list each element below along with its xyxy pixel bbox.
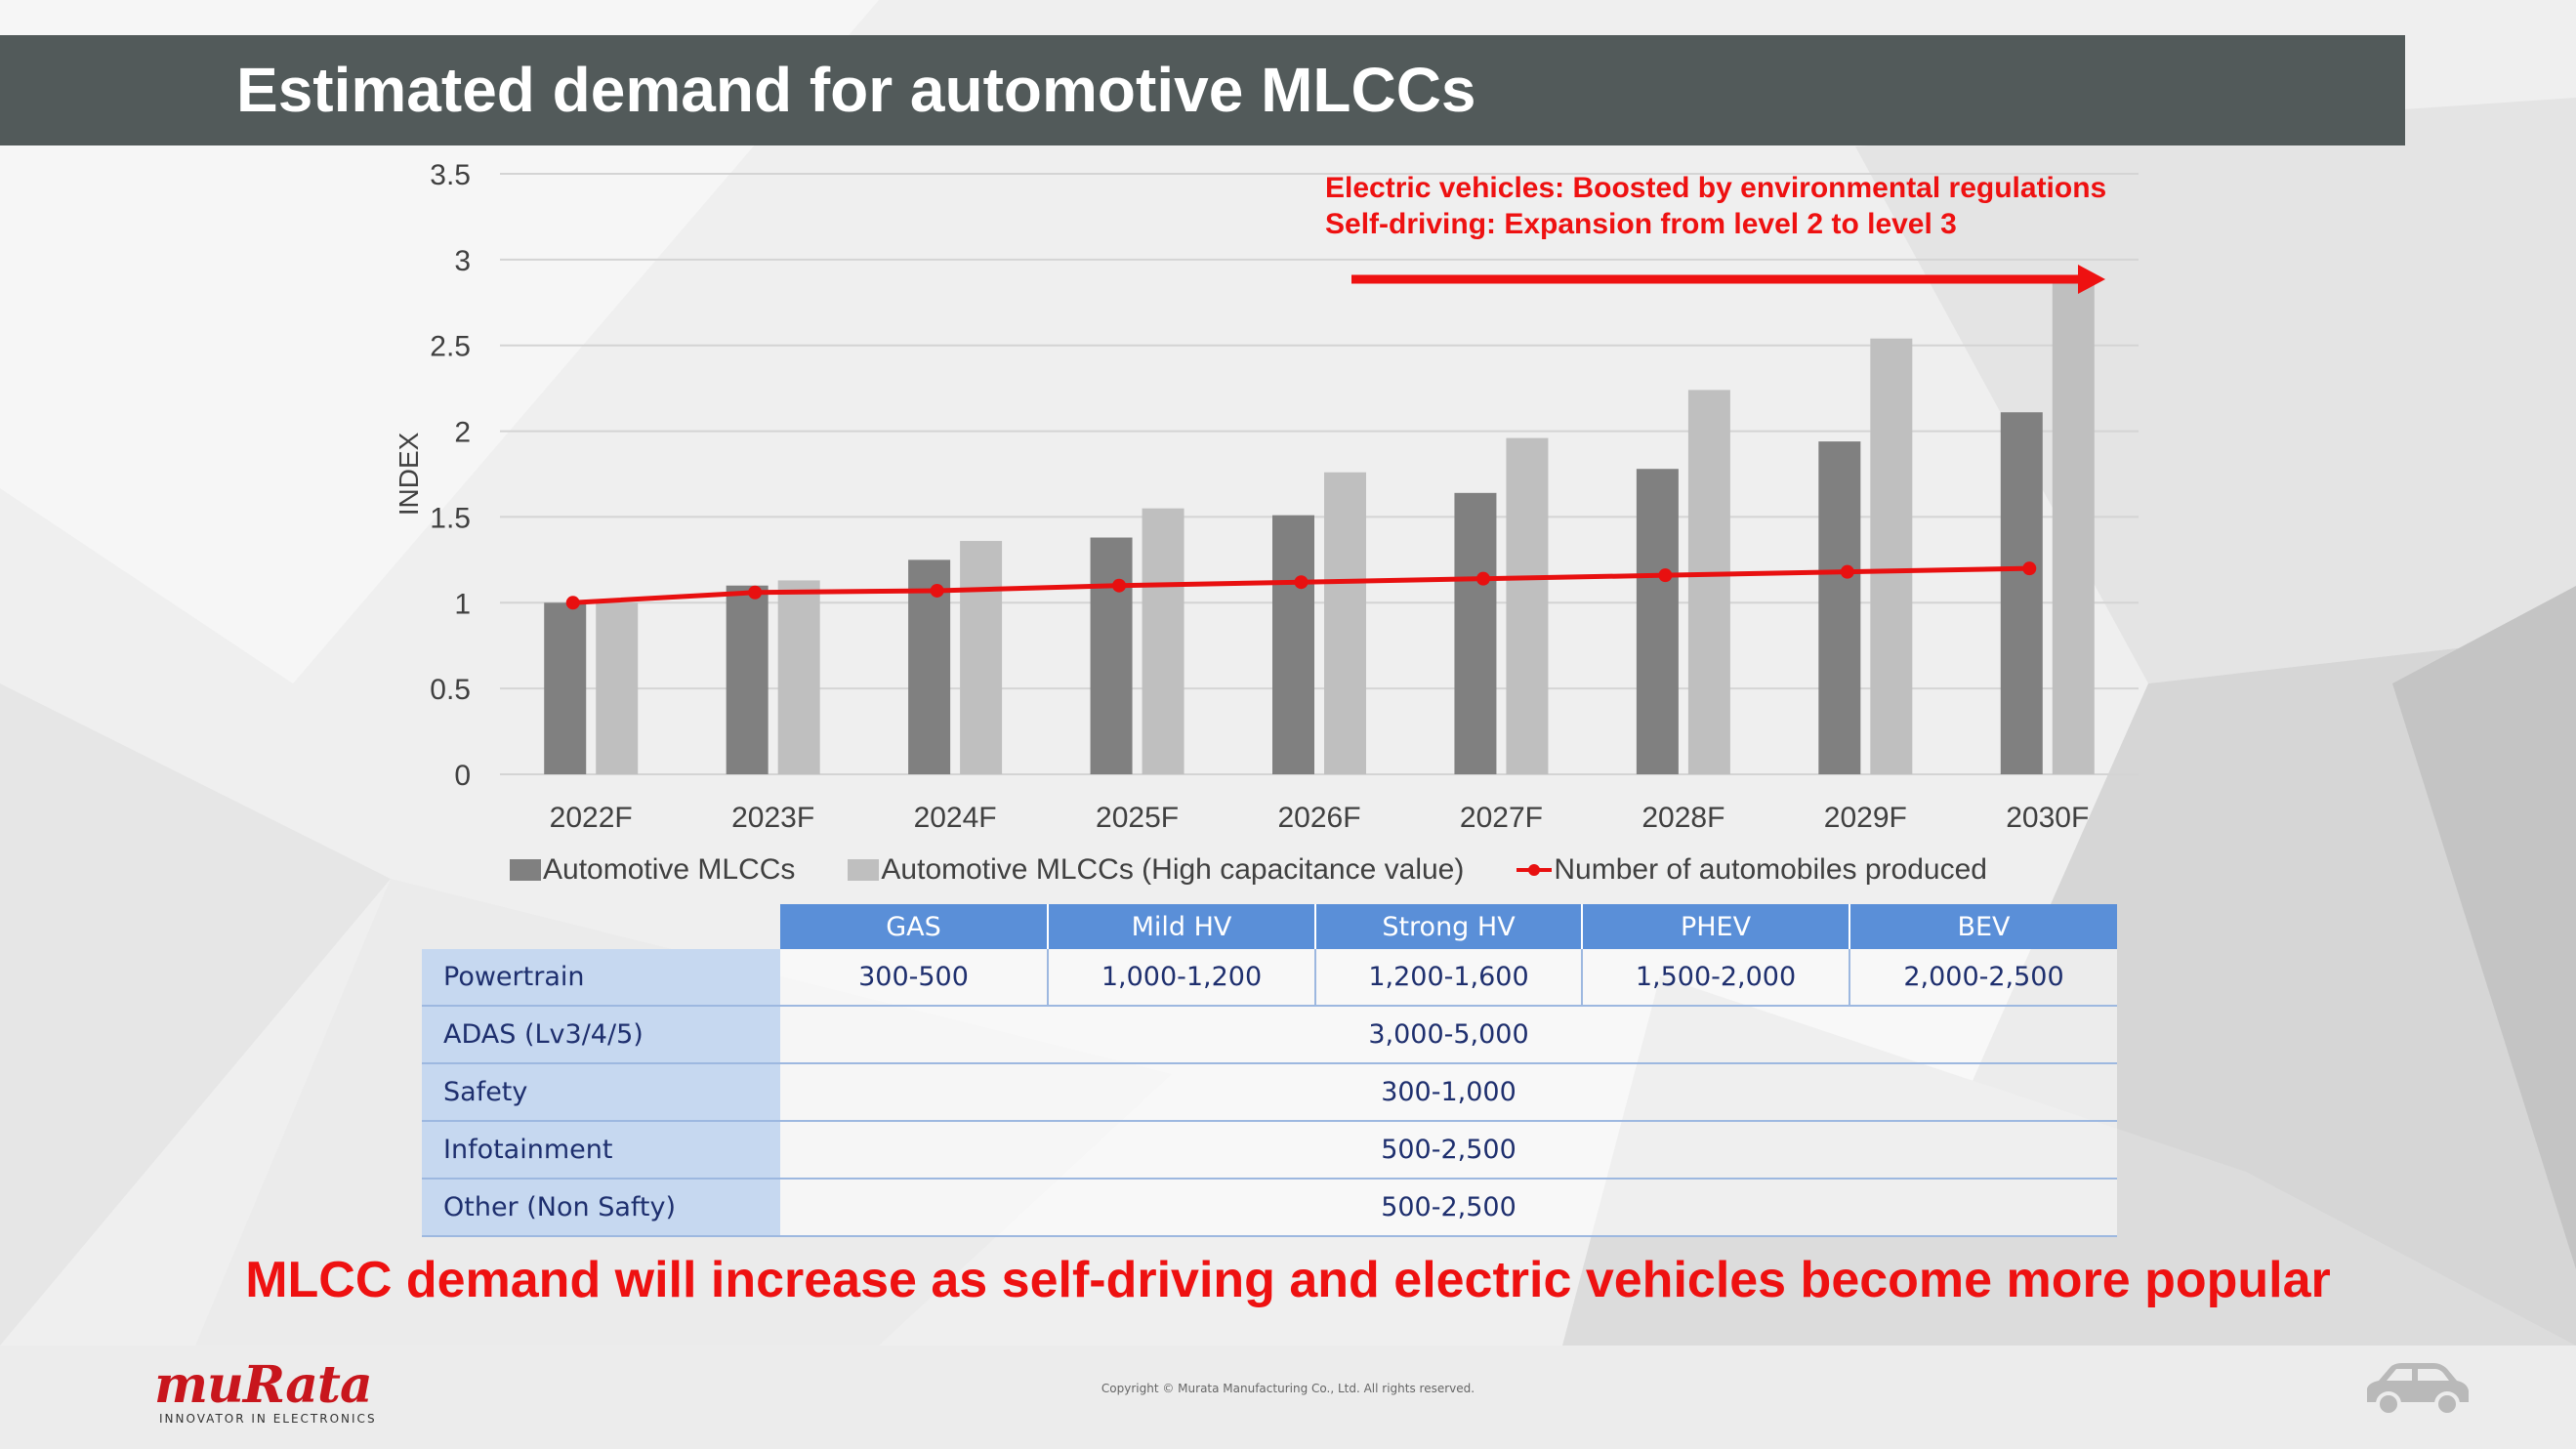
y-tick-label: 2 bbox=[454, 417, 471, 449]
legend-swatch-line bbox=[1517, 859, 1553, 881]
legend-swatch-light bbox=[848, 859, 880, 881]
legend-label: Automotive MLCCs bbox=[543, 853, 796, 886]
bar-high-capacitance bbox=[1506, 437, 1549, 774]
bar-high-capacitance bbox=[1324, 472, 1366, 774]
line-point bbox=[748, 585, 763, 600]
annotation-electric-vehicles: Electric vehicles: Boosted by environmen… bbox=[1325, 172, 2107, 204]
table-cell: 3,000-5,000 bbox=[780, 1006, 2117, 1064]
table-cell: 300-500 bbox=[780, 949, 1049, 1007]
line-point bbox=[1294, 575, 1309, 590]
y-tick-label: 3 bbox=[454, 245, 471, 277]
demand-chart: 0 0.5 1 1.5 2 2.5 3 3.5 INDEX 2022F 2023F 2024F 2025… bbox=[394, 159, 2139, 834]
line-point bbox=[1840, 564, 1854, 579]
column-header-gas: GAS bbox=[780, 904, 1049, 949]
footer bbox=[0, 1346, 2576, 1449]
bar-high-capacitance bbox=[960, 541, 1003, 774]
bar-high-capacitance bbox=[1142, 508, 1184, 774]
logo-tagline: INNOVATOR IN ELECTRONICS bbox=[159, 1412, 377, 1426]
x-tick-label: 2029F bbox=[1824, 802, 1907, 834]
mlcc-count-table: GAS Mild HV Strong HV PHEV BEV Powertrai… bbox=[422, 904, 2117, 1237]
legend-swatch-dark bbox=[510, 859, 541, 881]
chart-legend: Automotive MLCCs Automotive MLCCs (High … bbox=[510, 850, 2040, 890]
column-header-phev: PHEV bbox=[1582, 904, 1850, 949]
row-label-other: Other (Non Safty) bbox=[422, 1179, 780, 1237]
bar-high-capacitance bbox=[1870, 338, 1913, 774]
table-cell: 1,200-1,600 bbox=[1315, 949, 1583, 1007]
line-point bbox=[1658, 568, 1673, 583]
line-point bbox=[2022, 561, 2037, 576]
bar-automotive-mlccs bbox=[1272, 515, 1314, 774]
annotation-self-driving: Self-driving: Expansion from level 2 to … bbox=[1325, 208, 1957, 240]
bar-automotive-mlccs bbox=[1454, 492, 1497, 774]
x-tick-label: 2024F bbox=[914, 802, 997, 834]
bar-automotive-mlccs bbox=[544, 602, 587, 774]
table-row: Powertrain 300-500 1,000-1,200 1,200-1,6… bbox=[422, 949, 2117, 1007]
y-tick-label: 0.5 bbox=[430, 674, 471, 706]
line-point bbox=[1112, 578, 1127, 593]
row-label-powertrain: Powertrain bbox=[422, 949, 780, 1007]
conclusion-text: MLCC demand will increase as self-drivin… bbox=[245, 1252, 2331, 1308]
bar-automotive-mlccs bbox=[1636, 469, 1679, 774]
bar-automotive-mlccs bbox=[908, 559, 951, 774]
trend-arrow-head bbox=[2078, 265, 2105, 294]
title-bar: Estimated demand for automotive MLCCs bbox=[0, 35, 2405, 145]
table-cell: 500-2,500 bbox=[780, 1121, 2117, 1180]
table-cell: 1,000-1,200 bbox=[1048, 949, 1316, 1007]
x-tick-label: 2028F bbox=[1641, 802, 1724, 834]
column-header-strong-hv: Strong HV bbox=[1315, 904, 1583, 949]
y-tick-label: 3.5 bbox=[430, 159, 471, 191]
bar-automotive-mlccs bbox=[1090, 537, 1133, 774]
bar-high-capacitance bbox=[596, 602, 639, 774]
table-row: Safety 300-1,000 bbox=[422, 1063, 2117, 1122]
line-point bbox=[930, 583, 944, 598]
line-point bbox=[1475, 571, 1490, 586]
bar-automotive-mlccs bbox=[1818, 441, 1861, 774]
table-cell: 300-1,000 bbox=[780, 1063, 2117, 1122]
table-cell: 500-2,500 bbox=[780, 1179, 2117, 1237]
y-tick-label: 1.5 bbox=[430, 502, 471, 534]
table-cell: 1,500-2,000 bbox=[1582, 949, 1850, 1007]
column-header-bev: BEV bbox=[1849, 904, 2117, 949]
line-point bbox=[565, 596, 580, 610]
table-corner bbox=[422, 904, 780, 949]
table-header-row: GAS Mild HV Strong HV PHEV BEV bbox=[422, 904, 2117, 949]
row-label-infotainment: Infotainment bbox=[422, 1121, 780, 1180]
row-label-adas: ADAS (Lv3/4/5) bbox=[422, 1006, 780, 1064]
x-tick-label: 2026F bbox=[1277, 802, 1360, 834]
bar-high-capacitance bbox=[2052, 279, 2095, 774]
bar-automotive-mlccs bbox=[726, 585, 769, 774]
legend-item-automotive-mlccs: Automotive MLCCs bbox=[510, 853, 795, 887]
table-row: ADAS (Lv3/4/5) 3,000-5,000 bbox=[422, 1006, 2117, 1064]
bar-automotive-mlccs bbox=[2000, 412, 2043, 774]
table-row: Infotainment 500-2,500 bbox=[422, 1121, 2117, 1180]
y-tick-label: 1 bbox=[454, 588, 471, 620]
murata-logo: muRata bbox=[154, 1355, 373, 1415]
legend-item-high-capacitance: Automotive MLCCs (High capacitance value… bbox=[848, 853, 1464, 887]
table-cell: 2,000-2,500 bbox=[1849, 949, 2117, 1007]
bar-high-capacitance bbox=[777, 580, 820, 774]
legend-label: Number of automobiles produced bbox=[1554, 853, 1987, 886]
y-axis-label: INDEX bbox=[394, 432, 424, 516]
copyright-text: Copyright © Murata Manufacturing Co., Lt… bbox=[1101, 1382, 1475, 1395]
x-tick-label: 2023F bbox=[731, 802, 814, 834]
y-tick-label: 0 bbox=[454, 760, 471, 792]
bar-high-capacitance bbox=[1687, 390, 1730, 774]
car-icon bbox=[2367, 1363, 2469, 1417]
slide-title: Estimated demand for automotive MLCCs bbox=[236, 55, 1476, 125]
legend-item-automobiles-produced: Number of automobiles produced bbox=[1517, 853, 1987, 887]
y-tick-label: 2.5 bbox=[430, 331, 471, 363]
x-tick-label: 2027F bbox=[1460, 802, 1543, 834]
x-tick-label: 2030F bbox=[2006, 802, 2089, 834]
column-header-mild-hv: Mild HV bbox=[1048, 904, 1316, 949]
x-tick-label: 2025F bbox=[1096, 802, 1179, 834]
legend-label: Automotive MLCCs (High capacitance value… bbox=[881, 853, 1465, 886]
x-tick-label: 2022F bbox=[550, 802, 633, 834]
table-row: Other (Non Safty) 500-2,500 bbox=[422, 1179, 2117, 1237]
row-label-safety: Safety bbox=[422, 1063, 780, 1122]
